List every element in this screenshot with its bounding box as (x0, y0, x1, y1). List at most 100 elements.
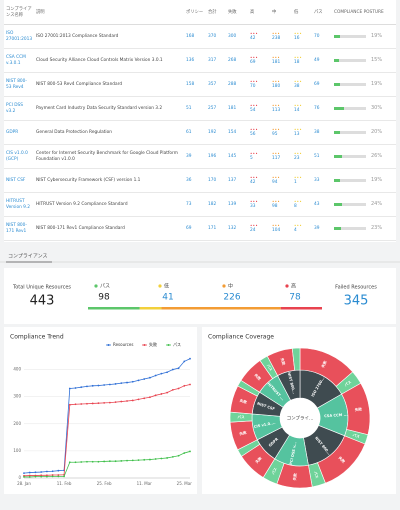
trend-point (45, 474, 48, 477)
table-cell: 139 (226, 192, 248, 217)
table-cell: NIST 800-171 Rev1 Compliance Standard (34, 216, 184, 241)
table-row: ISO 27001:2013 ISO 27001:2013 Compliance … (4, 24, 396, 49)
table-cell: NIST Cybersecurity Framework (CSF) versi… (34, 168, 184, 193)
posture-cell: 23% (332, 216, 396, 241)
trend-point (63, 469, 65, 472)
posture-cell: 19% (332, 72, 396, 97)
trend-point (171, 455, 174, 458)
coverage-segment (277, 369, 301, 401)
table-cell: 192 (206, 120, 226, 145)
severity-cell: ••• 23 (292, 144, 312, 169)
compliance-name[interactable]: HITRUST Version 9.2 (4, 192, 34, 217)
severity-count: 70 (250, 83, 256, 89)
compliance-name[interactable]: CSA CCM v.3.0.1 (4, 48, 34, 73)
segment-label: 失敗 (279, 356, 286, 366)
compliance-name[interactable]: NIST CSF (4, 168, 34, 193)
segment-label: HITRUST ... (266, 382, 284, 402)
severity-dots: ••• (272, 54, 280, 60)
trend-line (23, 384, 191, 477)
summary-bar-segment (280, 307, 322, 310)
legend-dot (222, 284, 226, 288)
trend-point (40, 471, 43, 473)
compliance-name[interactable]: CIS v1.0.0 (GCP) (4, 144, 34, 169)
posture-fill (334, 226, 342, 230)
failed-label: Failed Resources (335, 285, 377, 291)
severity-cell: ••• 4 (292, 216, 312, 241)
trend-point (97, 384, 100, 387)
trend-point (114, 383, 117, 385)
severity-cell: ••• 56 (248, 120, 270, 145)
trend-point (166, 391, 169, 394)
table-row: NIST CSF NIST Cybersecurity Framework (CS… (4, 168, 396, 193)
pass-segment (308, 462, 326, 488)
severity-dots: ••• (294, 222, 302, 228)
trend-point (86, 385, 88, 388)
item-value: 41 (162, 293, 173, 303)
trend-point (114, 460, 117, 463)
summary-bar-segment (161, 307, 281, 310)
compliance-name[interactable]: GDPR (4, 120, 34, 145)
total-label: Total Unique Resources (12, 285, 71, 291)
chart-title: Compliance Trend (10, 334, 64, 341)
segment-label: CSA CCM ... (324, 413, 348, 419)
severity-cell: ••• 117 (270, 144, 292, 169)
y-tick-label: 200 (13, 421, 21, 426)
severity-cell: ••• 18 (292, 48, 312, 73)
y-tick-label: 300 (13, 394, 21, 399)
table-row: CSA CCM v.3.0.1 Cloud Security Alliance C… (4, 48, 396, 73)
posture-label: 23% (371, 224, 383, 231)
trend-point (154, 458, 157, 460)
compliance-name[interactable]: ISO 27001:2013 (4, 24, 34, 49)
severity-count: 4 (294, 227, 297, 233)
posture-fill (334, 82, 341, 86)
tab[interactable]: コンプライアンス (8, 254, 48, 260)
segment-label: パス (313, 471, 320, 480)
trend-point (91, 402, 94, 405)
column-header: 説明 (34, 0, 184, 25)
severity-cell: ••• 180 (270, 72, 292, 97)
compliance-name[interactable]: PCI DSS v3.2 (4, 96, 34, 121)
compliance-name[interactable]: NIST 800-171 Rev1 (4, 216, 34, 241)
fail-segment (266, 348, 296, 376)
trend-point (91, 460, 94, 463)
segment-label: NIST 800... (287, 372, 296, 395)
legend-label: 失敗 (149, 341, 157, 347)
compliance-name[interactable]: NIST 800-53 Rev4 (4, 72, 34, 97)
trend-point (40, 474, 43, 477)
fail-segment (229, 385, 258, 415)
pass-segment (237, 439, 261, 457)
severity-dots: ••• (250, 30, 258, 36)
coverage-segment (251, 391, 284, 417)
table-cell: 132 (226, 216, 248, 241)
severity-count: 1 (294, 179, 297, 185)
pass-segment (291, 347, 301, 371)
posture-bar (334, 58, 366, 62)
table-cell: 158 (184, 72, 206, 97)
severity-cell: ••• 104 (270, 216, 292, 241)
severity-dots: ••• (294, 78, 302, 84)
table-cell: Cloud Security Alliance Cloud Controls M… (34, 48, 184, 73)
trend-point (143, 378, 146, 380)
trend-point (23, 476, 25, 478)
severity-count: 56 (250, 131, 256, 137)
posture-cell: 26% (332, 144, 396, 169)
trend-point (183, 384, 186, 387)
trend-point (45, 475, 48, 478)
table-cell: 171 (206, 216, 226, 241)
trend-point (131, 380, 134, 383)
trend-point (108, 460, 111, 463)
severity-dots: ••• (250, 78, 258, 84)
table-cell: 168 (184, 24, 206, 49)
severity-count: 18 (294, 59, 300, 65)
column-header: 中 (270, 0, 292, 25)
trend-point (103, 460, 106, 463)
pass-segment (259, 355, 278, 380)
severity-cell: ••• 16 (292, 24, 312, 49)
table-cell: NIST 800-53 Rev4 Compliance Standard (34, 72, 184, 97)
trend-point (63, 473, 65, 476)
table-cell: 145 (226, 144, 248, 169)
severity-count: 38 (294, 83, 300, 89)
table-cell: 370 (206, 24, 226, 49)
trend-point (57, 474, 60, 476)
trend-point (34, 474, 37, 477)
